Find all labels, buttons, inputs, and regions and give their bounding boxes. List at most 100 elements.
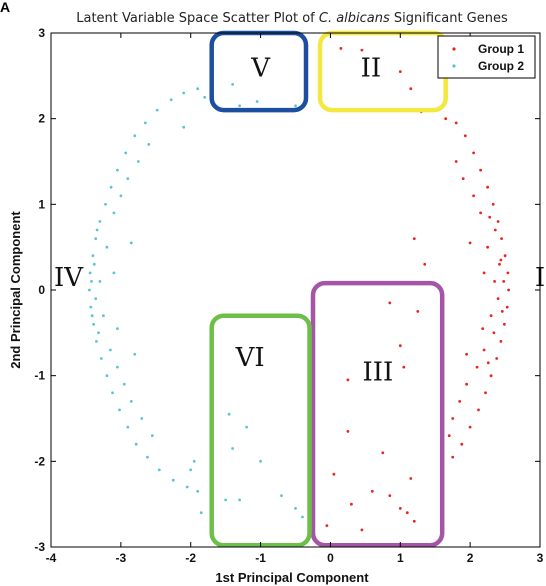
data-point-2-21 — [155, 108, 159, 112]
data-point-2-31 — [112, 211, 116, 215]
data-point-1-65 — [370, 489, 374, 493]
data-point-1-20 — [451, 455, 455, 459]
data-point-2-26 — [185, 485, 189, 489]
data-point-1-29 — [461, 177, 465, 181]
data-point-2-53 — [231, 83, 235, 86]
data-point-1-41 — [500, 310, 504, 313]
data-point-2-55 — [255, 100, 259, 103]
data-point-1-31 — [454, 160, 458, 163]
data-point-1-10 — [489, 374, 493, 378]
data-point-1-67 — [398, 507, 402, 510]
legend-marker-2 — [452, 64, 456, 68]
data-point-1-72 — [412, 519, 416, 523]
data-point-2-57 — [196, 87, 200, 91]
data-point-1-8 — [495, 357, 499, 360]
data-point-2-25 — [182, 91, 186, 95]
data-point-1-57 — [388, 301, 392, 305]
data-point-1-27 — [472, 194, 475, 198]
data-point-2-33 — [119, 194, 123, 198]
data-point-1-69 — [350, 502, 353, 506]
data-point-1-39 — [486, 361, 490, 365]
x-tick-label-1: -3 — [116, 551, 127, 565]
data-point-1-16 — [468, 425, 472, 429]
data-point-1-60 — [346, 378, 350, 382]
region-label-5: V — [250, 53, 271, 83]
data-point-1-30 — [458, 400, 462, 403]
region-label-6: VI — [235, 343, 265, 373]
data-point-1-4 — [503, 322, 506, 326]
legend-entry-2: Group 2 — [478, 59, 524, 73]
data-point-2-4 — [92, 322, 95, 326]
data-point-2-54 — [238, 104, 242, 108]
data-point-2-60 — [189, 468, 193, 472]
data-point-1-3 — [503, 254, 507, 258]
data-point-1-14 — [477, 408, 480, 412]
data-point-2-24 — [171, 478, 175, 482]
data-point-2-22 — [157, 468, 161, 472]
data-point-2-17 — [133, 134, 137, 138]
x-tick-label-2: -2 — [185, 551, 196, 565]
data-point-1-25 — [479, 211, 482, 215]
data-point-2-19 — [143, 121, 147, 125]
y-tick-label-0: -3 — [34, 540, 45, 554]
data-point-1-61 — [346, 430, 350, 433]
data-point-1-9 — [491, 202, 495, 206]
y-tick-label-6: 3 — [38, 26, 45, 40]
corner-letter: A — [0, 0, 10, 15]
data-point-2-58 — [182, 125, 186, 129]
data-point-1-17 — [463, 134, 467, 138]
data-point-2-7 — [98, 220, 102, 223]
data-point-1-28 — [465, 382, 468, 386]
plot-area — [88, 47, 510, 532]
chart-title-part-3: Significant Genes — [390, 11, 508, 26]
data-point-1-35 — [496, 297, 500, 300]
data-point-1-22 — [489, 314, 493, 318]
data-point-1-51 — [398, 70, 402, 73]
data-point-1-32 — [451, 417, 455, 420]
data-point-2-71 — [301, 515, 304, 519]
data-point-2-8 — [99, 357, 103, 360]
data-point-2-44 — [97, 331, 100, 335]
data-point-1-23 — [486, 245, 489, 249]
data-point-2-11 — [109, 185, 113, 189]
data-point-2-38 — [140, 417, 144, 420]
data-point-2-28 — [102, 314, 105, 318]
data-point-2-0 — [88, 288, 91, 292]
data-point-1-45 — [468, 241, 472, 245]
data-point-2-68 — [280, 494, 283, 497]
data-point-1-36 — [493, 228, 497, 232]
data-point-2-36 — [129, 400, 133, 403]
x-axis-label: 1st Principal Component — [215, 570, 369, 585]
data-point-1-42 — [499, 258, 503, 262]
data-point-1-2 — [505, 305, 509, 309]
data-point-1-38 — [488, 215, 492, 219]
data-point-1-48 — [444, 117, 448, 121]
data-point-2-12 — [111, 391, 114, 395]
data-point-2-34 — [122, 382, 126, 386]
data-point-2-35 — [126, 177, 130, 181]
data-point-2-46 — [90, 314, 94, 318]
data-point-1-55 — [423, 262, 427, 266]
data-point-1-13 — [479, 168, 482, 172]
region-box-2 — [317, 30, 448, 113]
data-point-2-51 — [203, 95, 207, 99]
data-point-2-66 — [238, 498, 242, 502]
data-point-2-27 — [98, 280, 102, 283]
data-point-1-11 — [486, 185, 489, 189]
data-point-1-66 — [388, 494, 392, 497]
data-point-2-37 — [136, 160, 140, 163]
x-tick-label-6: 2 — [467, 551, 474, 565]
data-point-2-69 — [294, 507, 297, 510]
data-point-1-49 — [339, 47, 343, 50]
x-tick-label-3: -1 — [255, 551, 266, 565]
data-point-2-18 — [134, 442, 138, 446]
data-point-1-43 — [482, 271, 486, 275]
data-point-1-56 — [416, 310, 420, 313]
data-point-2-13 — [116, 168, 119, 172]
data-point-1-63 — [332, 472, 336, 476]
region-label-2: II — [361, 53, 382, 83]
x-tick-label-7: 3 — [537, 551, 544, 565]
data-point-2-16 — [126, 425, 130, 429]
data-point-2-48 — [116, 327, 119, 330]
